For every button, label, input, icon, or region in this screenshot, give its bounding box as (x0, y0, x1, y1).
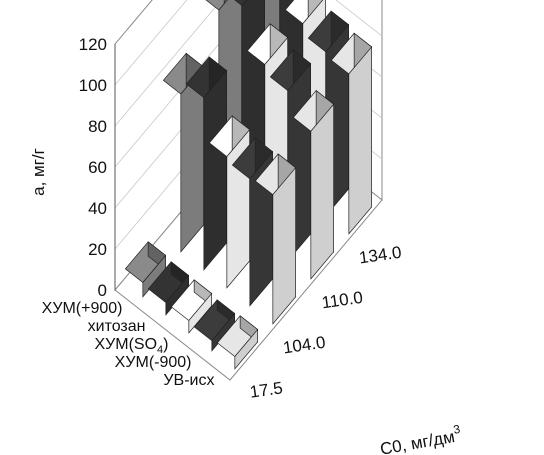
x-tick-label: 17.5 (249, 378, 284, 401)
bar (147, 261, 190, 316)
series-label: хитозан (88, 318, 146, 335)
series-label-tail: ) (163, 336, 168, 353)
y-tick-label: 100 (79, 76, 107, 95)
gridline (114, 0, 383, 127)
bar-front (234, 328, 258, 370)
bar (292, 89, 335, 280)
y-tick-label: 60 (88, 158, 107, 177)
x-tick-label: 104.0 (282, 333, 327, 358)
x-axis-title-sup: 3 (452, 422, 461, 437)
series-label-sub: 4 (157, 344, 163, 356)
bar-front (203, 69, 227, 271)
y-axis-title: a, мг/г (29, 148, 48, 196)
bar (330, 32, 373, 235)
y-tick-label: 40 (88, 199, 107, 218)
bar-top (234, 0, 247, 6)
bar (162, 52, 205, 253)
bar (216, 315, 259, 370)
bar (170, 279, 213, 334)
series-label: УВ-исх (163, 372, 214, 389)
y-axis-ticks: 0 20 40 60 80 100 120 (79, 35, 107, 300)
series-label: ХУМ(+900) (42, 300, 123, 317)
chart-bars (124, 0, 373, 370)
bar-top (205, 0, 228, 11)
y-tick-label: 0 (98, 281, 107, 300)
y-tick-label: 80 (88, 117, 107, 136)
x-axis-title: C0, мг/дм3 (378, 422, 463, 455)
gridline (114, 0, 188, 86)
bar-front (272, 166, 296, 325)
y-tick-label: 120 (79, 35, 107, 54)
series-label: ХУМ(SO4) (94, 336, 168, 356)
bar-front (188, 292, 212, 334)
y-tick-label: 20 (88, 240, 107, 259)
series-label: ХУМ(-900) (115, 354, 192, 371)
bar (254, 153, 297, 325)
x-tick-label: 134.0 (358, 243, 403, 268)
bar (124, 241, 167, 298)
bar-front (348, 45, 372, 235)
x-tick-label: 110.0 (320, 288, 364, 313)
x-axis-ticks: 17.5 104.0 110.0 134.0 (249, 243, 403, 402)
bar-front (310, 103, 334, 280)
